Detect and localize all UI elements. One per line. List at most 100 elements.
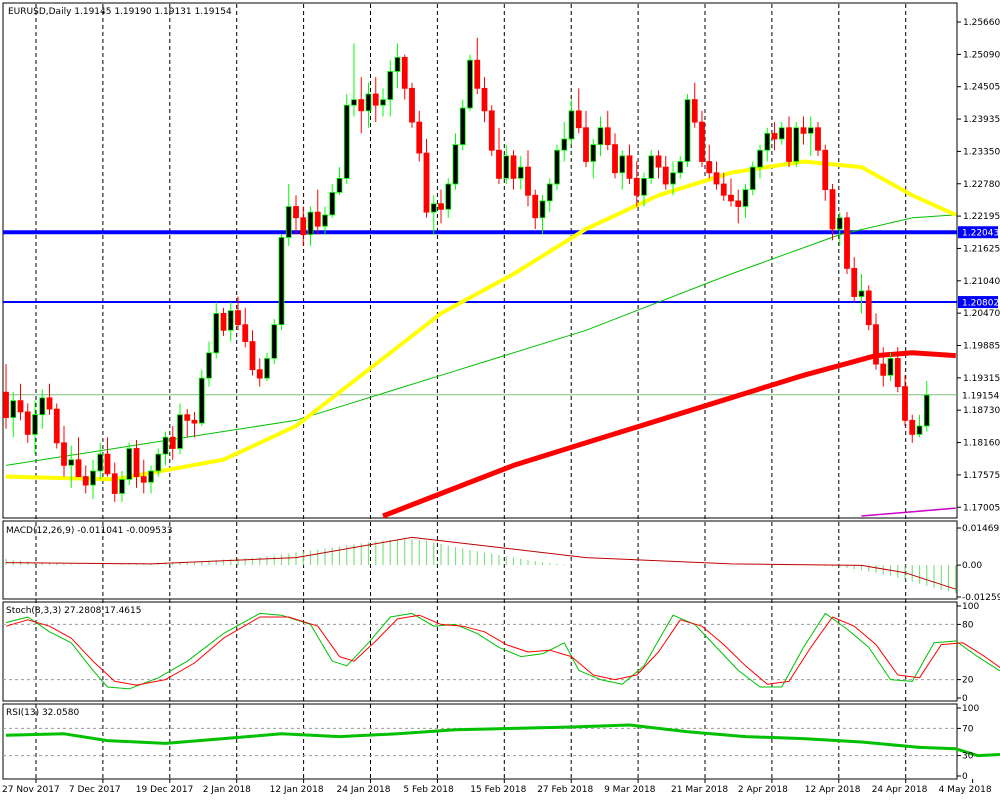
candle-body: [452, 144, 459, 185]
candle: [416, 110, 423, 162]
candle-body: [923, 394, 930, 427]
candle-body: [749, 166, 756, 191]
candle-body: [648, 155, 655, 179]
candle-body: [177, 414, 183, 449]
candle: [68, 445, 75, 488]
candle: [851, 257, 858, 303]
macd-indicator: [5, 536, 957, 593]
candle-body: [786, 127, 792, 162]
candle: [735, 189, 742, 224]
candle: [256, 358, 263, 387]
candle-body: [909, 419, 916, 435]
moving-averages: [5, 159, 957, 519]
candle-body: [184, 414, 191, 421]
candle: [46, 383, 53, 415]
ma-slow-line: [382, 350, 956, 519]
candle: [39, 389, 46, 429]
candle-body: [619, 155, 626, 174]
candle: [677, 155, 684, 179]
candle: [691, 82, 698, 128]
candle: [242, 307, 249, 348]
candle: [169, 425, 176, 460]
price-pane[interactable]: [2, 2, 958, 519]
candle-body: [198, 377, 205, 424]
candle: [17, 383, 24, 421]
time-label: 21 Mar 2018: [671, 785, 728, 795]
candle: [706, 144, 713, 179]
price-axis: 1.25660 1.25090 1.24505 1.23935 1.23350 1.227…: [957, 18, 1000, 513]
candle: [206, 341, 212, 387]
hline-labels: 1.22043 1.20802 1.19154: [958, 226, 999, 401]
candle: [307, 206, 314, 246]
candle: [590, 138, 597, 179]
candle-body: [213, 313, 220, 354]
time-label: 5 Feb 2018: [403, 785, 454, 795]
macd-scale-label: 0.014692: [962, 524, 1000, 534]
candle: [699, 110, 705, 168]
candle: [213, 302, 220, 359]
time-label: 27 Nov 2017: [2, 785, 60, 795]
price-label: 1.22780: [963, 180, 1000, 190]
rsi-header: RSI(13) 32.0580: [6, 708, 79, 718]
candle: [532, 189, 539, 230]
candle: [343, 93, 350, 184]
candle: [351, 43, 357, 117]
candle: [807, 116, 814, 156]
candle-body: [416, 121, 423, 154]
hline-label-2-box: [958, 296, 998, 309]
stoch-scale-label: 100: [962, 602, 979, 612]
candle-body: [742, 189, 749, 207]
candle: [546, 178, 553, 213]
candle-body: [829, 189, 836, 230]
candle-body: [539, 200, 546, 219]
candle-body: [394, 56, 401, 72]
rsi-scale-label: 70: [962, 724, 974, 734]
candle: [583, 110, 589, 168]
candle-body: [459, 107, 466, 146]
candle: [358, 77, 365, 134]
candle-body: [358, 99, 365, 112]
stoch-scale-label: 20: [962, 676, 974, 686]
candle-body: [641, 177, 647, 196]
time-label: 9 Mar 2018: [604, 785, 656, 795]
candle: [923, 380, 930, 432]
candle-body: [61, 442, 67, 466]
candle-body: [467, 59, 473, 109]
candle: [619, 150, 626, 190]
time-label: 27 Feb 2018: [537, 785, 593, 795]
candle: [133, 440, 140, 488]
candle: [902, 375, 908, 426]
candle-body: [140, 476, 147, 483]
candle: [24, 403, 31, 443]
current-price-label-box: [958, 388, 998, 401]
candle-body: [285, 206, 292, 238]
candle-body: [677, 161, 684, 174]
candle-body: [111, 473, 118, 494]
macd-pane[interactable]: [2, 520, 958, 600]
rsi-pane[interactable]: [2, 703, 958, 780]
candle: [575, 88, 582, 134]
stoch-pane[interactable]: [2, 601, 958, 702]
candle-body: [474, 59, 481, 89]
time-label: 19 Dec 2017: [136, 785, 194, 795]
candle-body: [561, 138, 568, 151]
candle-body: [169, 436, 176, 449]
price-label: 1.19315: [963, 374, 1000, 384]
candle-body: [372, 93, 379, 106]
candle-body: [633, 177, 640, 196]
indicator-axes: 0.0146920.00-0.0125951008020010070300: [957, 524, 1000, 782]
candle-body: [104, 453, 111, 475]
candle-body: [510, 155, 517, 179]
candle-body: [46, 397, 53, 410]
time-label: 12 Jan 2018: [270, 785, 324, 795]
candle-body: [119, 479, 125, 494]
candle-body: [612, 144, 618, 174]
candle-body: [836, 217, 843, 230]
candle-body: [873, 324, 879, 365]
candle-body: [800, 127, 807, 134]
candle-body: [300, 217, 307, 236]
candle-body: [771, 132, 778, 140]
time-label: 15 Feb 2018: [470, 785, 526, 795]
candle: [749, 161, 756, 196]
